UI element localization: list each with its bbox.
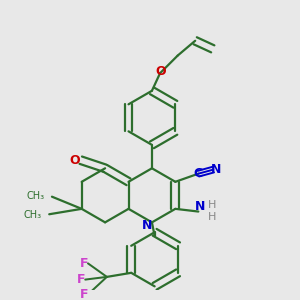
Text: F: F [77, 273, 86, 286]
Text: CH₃: CH₃ [23, 210, 41, 220]
Text: N: N [195, 200, 206, 213]
Text: F: F [80, 257, 88, 270]
Text: C: C [194, 167, 203, 180]
Text: F: F [80, 288, 88, 300]
Text: CH₃: CH₃ [26, 191, 44, 201]
Text: O: O [70, 154, 80, 167]
Text: O: O [156, 65, 166, 78]
Text: H: H [208, 200, 216, 210]
Text: N: N [211, 163, 221, 176]
Text: H: H [208, 212, 216, 222]
Text: N: N [142, 219, 152, 232]
